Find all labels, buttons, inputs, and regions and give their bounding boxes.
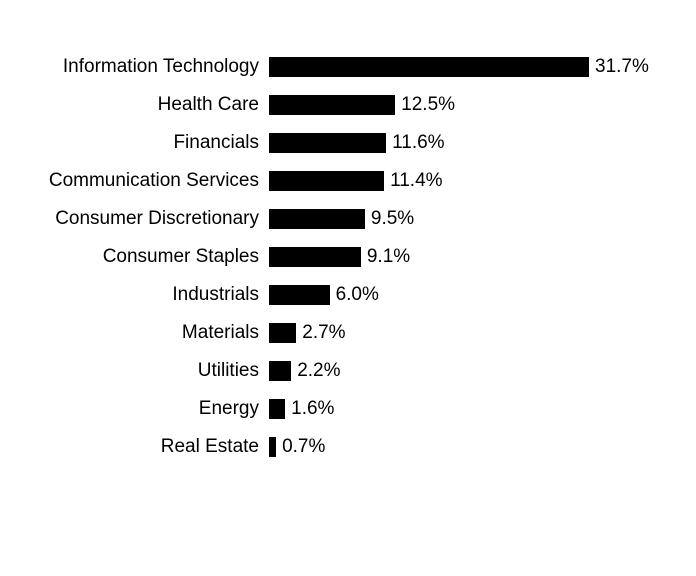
bar-area: 31.7% [269,56,676,78]
category-label: Health Care [0,94,269,116]
bar [269,437,276,457]
bar [269,285,330,305]
bar-row: Materials 2.7% [0,314,676,352]
value-label: 1.6% [285,398,334,420]
bar-row: Consumer Staples 9.1% [0,238,676,276]
value-label: 31.7% [589,56,649,78]
bar-area: 12.5% [269,94,676,116]
value-label: 6.0% [330,284,379,306]
bar-row: Information Technology 31.7% [0,48,676,86]
bar [269,323,296,343]
value-label: 9.1% [361,246,410,268]
category-label: Information Technology [0,56,269,78]
value-label: 2.2% [291,360,340,382]
value-label: 11.4% [384,170,442,192]
category-label: Financials [0,132,269,154]
value-label: 11.6% [386,132,444,154]
bar [269,247,361,267]
bar-row: Industrials 6.0% [0,276,676,314]
bar-row: Health Care 12.5% [0,86,676,124]
bar-area: 2.2% [269,360,676,382]
bar-row: Energy 1.6% [0,390,676,428]
bar [269,171,384,191]
bar-area: 11.4% [269,170,676,192]
bar [269,133,386,153]
bar-area: 1.6% [269,398,676,420]
bar-area: 6.0% [269,284,676,306]
sector-bar-chart: Information Technology 31.7% Health Care… [0,0,696,466]
value-label: 12.5% [395,94,455,116]
value-label: 2.7% [296,322,345,344]
bar-area: 9.1% [269,246,676,268]
bar-row: Real Estate 0.7% [0,428,676,466]
category-label: Consumer Discretionary [0,208,269,230]
bar-area: 2.7% [269,322,676,344]
category-label: Utilities [0,360,269,382]
category-label: Communication Services [0,170,269,192]
bar [269,95,395,115]
value-label: 9.5% [365,208,414,230]
bar-row: Financials 11.6% [0,124,676,162]
bar-row: Utilities 2.2% [0,352,676,390]
bar [269,209,365,229]
category-label: Materials [0,322,269,344]
bar-area: 9.5% [269,208,676,230]
category-label: Consumer Staples [0,246,269,268]
bar [269,361,291,381]
bar [269,399,285,419]
bar-row: Communication Services 11.4% [0,162,676,200]
bar-area: 11.6% [269,132,676,154]
category-label: Energy [0,398,269,420]
category-label: Industrials [0,284,269,306]
category-label: Real Estate [0,436,269,458]
bar [269,57,589,77]
bar-row: Consumer Discretionary 9.5% [0,200,676,238]
bar-area: 0.7% [269,436,676,458]
value-label: 0.7% [276,436,325,458]
